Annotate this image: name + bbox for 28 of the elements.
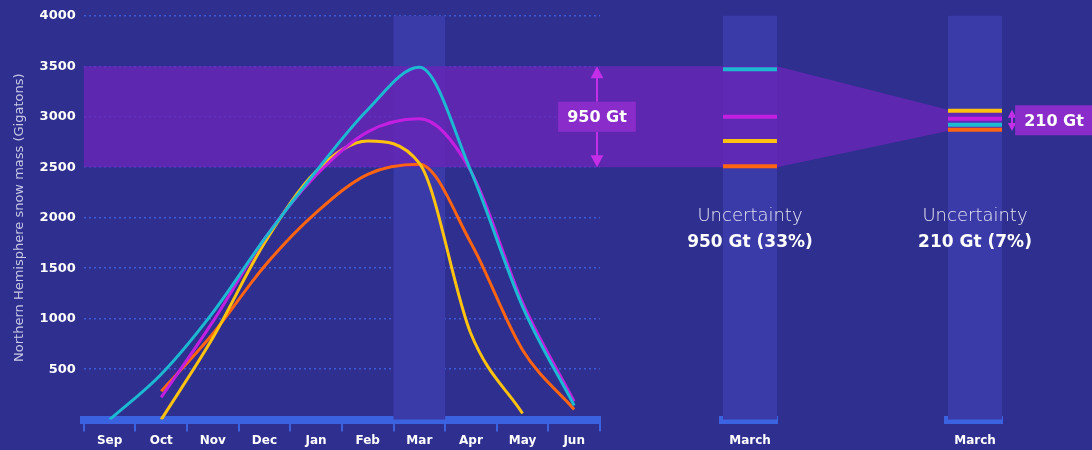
x-tick-label: Oct <box>149 432 173 447</box>
x-tick-label: Mar <box>406 432 433 447</box>
annotation: 210 Gt (7%) <box>918 231 1032 252</box>
y-tick-label: 1000 <box>39 310 76 326</box>
annotation: Uncertainty <box>697 203 803 225</box>
band-label: 210 Gt <box>1024 110 1085 130</box>
y-tick-label: 1500 <box>39 259 76 275</box>
x-tick-label: Dec <box>251 432 278 447</box>
annotation: 950 Gt (33%) <box>687 231 813 252</box>
x-tick-label: Jun <box>562 432 585 447</box>
y-axis-title: Northern Hemisphere snow mass (Gigatons) <box>11 73 27 362</box>
x-tick-label: March <box>729 432 771 447</box>
band-label: 950 Gt <box>567 107 628 127</box>
line-series <box>159 162 576 412</box>
x-tick-label: Feb <box>355 432 381 447</box>
y-tick-label: 3500 <box>39 57 76 73</box>
x-tick-label: Sep <box>96 432 123 447</box>
y-tick-label: 3000 <box>39 108 76 124</box>
y-tick-label: 2000 <box>39 209 76 225</box>
y-tick-label: 500 <box>48 360 76 376</box>
x-tick-label: May <box>508 432 537 447</box>
annotation: Uncertainty <box>922 203 1028 225</box>
x-tick-label: March <box>954 432 996 447</box>
y-tick-label: 2500 <box>39 158 76 174</box>
x-tick-label: Nov <box>199 432 227 447</box>
x-tick-label: Jan <box>304 432 327 447</box>
x-tick-label: Apr <box>459 432 483 447</box>
y-tick-label: 4000 <box>39 7 76 23</box>
